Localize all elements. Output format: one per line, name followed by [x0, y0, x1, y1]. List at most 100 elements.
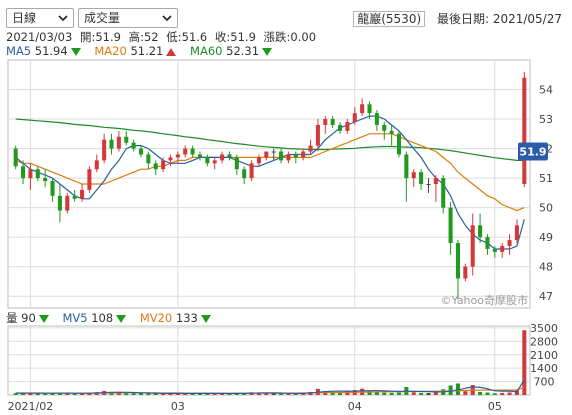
indicator-select-value: 成交量 [84, 11, 121, 25]
volume-bar [271, 393, 276, 395]
volume-bar [433, 392, 438, 395]
candle-body [271, 151, 276, 153]
volume-bar [367, 390, 372, 395]
time-tick-label: 03 [171, 400, 185, 413]
ma60-label: MA60 [190, 44, 223, 58]
volume-bar [72, 393, 77, 395]
candle-body [360, 104, 365, 114]
candle-body [323, 119, 328, 125]
candle-body [242, 169, 247, 179]
volume-bar [426, 393, 431, 395]
candle-body [249, 163, 254, 179]
chevron-down-icon [162, 15, 172, 22]
volume-bar [124, 393, 129, 395]
volume-bar [360, 388, 365, 395]
volume-bar [21, 392, 26, 395]
candle-body [448, 207, 453, 244]
ohlc-low: 低:51.6 [166, 30, 208, 44]
price-tick-label: 53 [539, 113, 553, 126]
last-price-tag: 51.9 [519, 146, 546, 159]
candle-body [72, 195, 77, 199]
candle-body [264, 151, 269, 158]
candle-body [279, 151, 284, 161]
arrow-down-icon [200, 314, 211, 323]
mv5-label: MV5 [62, 311, 88, 325]
candle-body [116, 136, 121, 149]
ma5-label: MA5 [6, 44, 32, 58]
volume-bar [183, 392, 188, 395]
volume-bar [338, 392, 343, 395]
volume-bar [485, 392, 490, 395]
candle-body [161, 160, 166, 170]
volume-bar [116, 392, 121, 395]
volume-panel-frame [7, 325, 531, 396]
candle-body [389, 130, 394, 134]
candle-body [500, 246, 505, 252]
volume-bar [212, 393, 217, 395]
ma20-label: MA20 [94, 44, 127, 58]
time-tick-label: 05 [488, 400, 502, 413]
volume-bar [234, 393, 239, 395]
stock-info: 龍巖(5530) 最後日期: 2021/05/27 [353, 10, 562, 27]
candle-body [514, 225, 519, 241]
time-tick-label: 2021/02 [8, 400, 54, 413]
candle-body [227, 154, 232, 158]
candle-body [35, 169, 40, 179]
indicator-select[interactable]: 成交量 [78, 8, 178, 28]
ma5-legend: MA5 51.94 [6, 44, 81, 58]
candle-body [411, 172, 416, 179]
volume-bar [242, 392, 247, 395]
ma5-line [15, 115, 525, 250]
candle-body [87, 169, 92, 190]
volume-bar [138, 393, 144, 395]
ohlc-change: 漲跌:0.00 [263, 30, 317, 44]
price-tick-label: 51 [539, 172, 553, 185]
ma60-value: 52.31 [226, 44, 260, 58]
period-select[interactable]: 日線 [6, 8, 74, 28]
volume-bar [65, 393, 70, 395]
volume-bar [396, 392, 402, 395]
candle-body [492, 248, 497, 252]
volume-bar [470, 385, 475, 395]
volume-bar [249, 392, 254, 395]
stock-name: 龍巖(5530) [353, 11, 426, 27]
ohlc-date: 2021/03/03 [6, 30, 73, 44]
volume-bar [102, 390, 107, 395]
volume-bar [286, 393, 291, 395]
arrow-down-icon [70, 47, 81, 56]
volume-bar [94, 392, 99, 395]
volume-bar [330, 391, 335, 395]
volume-bar [382, 392, 387, 395]
volume-bar [514, 390, 519, 395]
candle-body [396, 133, 402, 155]
ohlc-open: 開:51.9 [79, 30, 121, 44]
volume-bar [220, 393, 225, 395]
candle-body [43, 178, 48, 182]
volume-bar [57, 392, 62, 395]
price-panel-frame [7, 59, 531, 309]
price-tick-label: 52 [539, 143, 553, 156]
volume-bar [131, 393, 136, 395]
candle-body [153, 163, 158, 170]
price-tick-label: 54 [539, 84, 553, 97]
candle-body [205, 157, 210, 164]
candle-body [50, 181, 55, 196]
candle-body [352, 113, 357, 122]
volume-bar [308, 391, 313, 395]
candle-body [168, 157, 173, 161]
price-tick-label: 48 [539, 261, 553, 274]
volume-bar [264, 393, 269, 395]
volume-legend: 量 90 MV5 108 MV20 133 [6, 310, 221, 326]
price-tick-label: 47 [539, 290, 553, 303]
mv20-label: MV20 [139, 311, 173, 325]
candle-body [80, 189, 85, 199]
volume-bar [197, 393, 202, 395]
volume-bar [301, 393, 306, 395]
vol-value: 90 [21, 311, 36, 325]
ma5-value: 51.94 [34, 44, 68, 58]
vol-legend: 量 90 [6, 311, 49, 325]
candle-body [367, 104, 372, 114]
volume-bar [455, 383, 460, 395]
arrow-down-icon [116, 314, 127, 323]
